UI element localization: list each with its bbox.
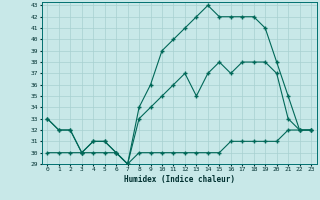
X-axis label: Humidex (Indice chaleur): Humidex (Indice chaleur) — [124, 175, 235, 184]
